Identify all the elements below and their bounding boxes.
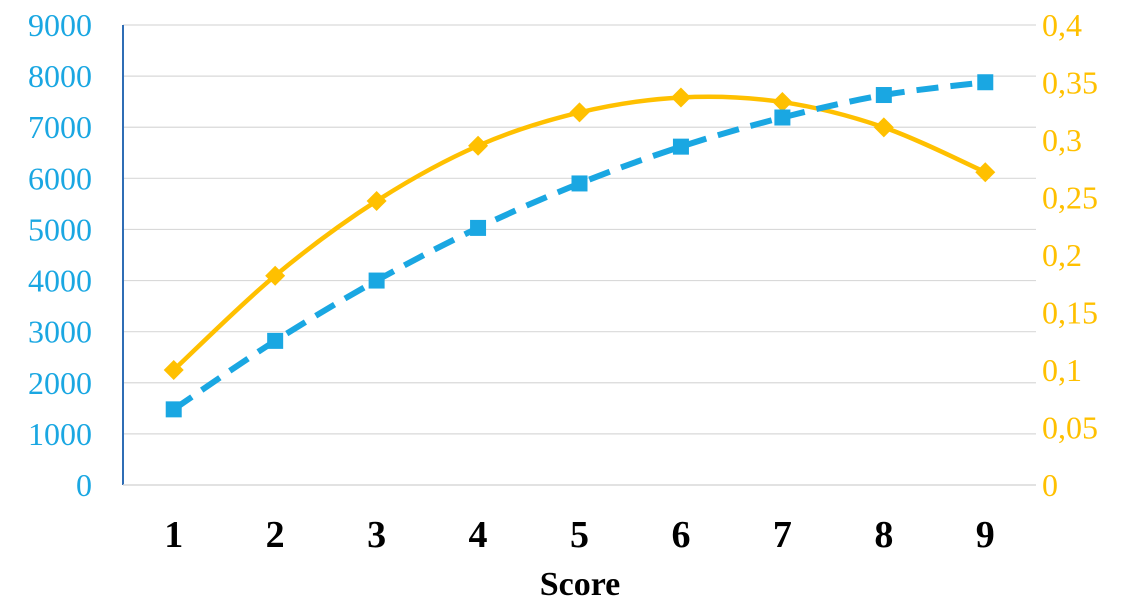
right-tick-label: 0,1: [1042, 352, 1082, 388]
left-tick-label: 3000: [28, 314, 92, 350]
data-point-diamond: [873, 117, 894, 138]
right-tick-label: 0,25: [1042, 180, 1098, 216]
x-tick-label: 6: [671, 514, 690, 556]
data-point-diamond: [366, 190, 387, 211]
left-tick-label: 6000: [28, 160, 92, 196]
right-tick-label: 0,3: [1042, 122, 1082, 158]
data-point-diamond: [265, 265, 286, 286]
x-tick-label: 3: [367, 514, 386, 556]
data-point-diamond: [569, 102, 590, 123]
series-layer: [163, 74, 996, 418]
data-point-square: [267, 332, 284, 349]
x-tick-label: 1: [164, 514, 183, 556]
left-tick-label: 2000: [28, 365, 92, 401]
x-tick-label: 8: [874, 514, 893, 556]
right-tick-label: 0,2: [1042, 237, 1082, 273]
data-point-diamond: [772, 92, 793, 113]
data-point-square: [977, 74, 994, 91]
data-point-square: [571, 175, 588, 192]
x-tick-label: 2: [266, 514, 285, 556]
left-tick-label: 4000: [28, 263, 92, 299]
right-tick-label: 0: [1042, 467, 1058, 503]
left-tick-label: 7000: [28, 109, 92, 145]
left-tick-label: 5000: [28, 211, 92, 247]
x-tick-label: 9: [976, 514, 995, 556]
x-axis-ticks: 1 2 3 4 5 6 7 8 9: [164, 514, 995, 556]
right-tick-label: 0,15: [1042, 295, 1098, 331]
left-axis-ticks: 0 1000 2000 3000 4000 5000 6000 7000 8000 9000: [28, 7, 92, 503]
data-point-square: [774, 109, 791, 126]
data-point-diamond: [670, 87, 691, 108]
series-line-left: [172, 79, 986, 412]
data-point-square: [875, 87, 892, 104]
right-tick-label: 0,35: [1042, 65, 1098, 101]
x-tick-label: 5: [570, 514, 589, 556]
left-tick-label: 8000: [28, 58, 92, 94]
data-point-square: [165, 401, 182, 418]
right-axis-ticks: 0 0,05 0,1 0,15 0,2 0,25 0,3 0,35 0,4: [1042, 7, 1098, 503]
data-point-square: [672, 138, 689, 155]
data-point-square: [470, 219, 487, 236]
left-tick-label: 9000: [28, 7, 92, 43]
x-tick-label: 4: [469, 514, 488, 556]
left-tick-label: 0: [76, 467, 92, 503]
data-point-square: [368, 272, 385, 289]
right-tick-label: 0,4: [1042, 7, 1082, 43]
x-axis-label: Score: [540, 566, 621, 603]
right-tick-label: 0,05: [1042, 410, 1098, 446]
left-tick-label: 1000: [28, 416, 92, 452]
x-tick-label: 7: [773, 514, 792, 556]
data-point-diamond: [975, 162, 996, 183]
data-point-diamond: [163, 360, 184, 380]
gridlines: [123, 24, 1036, 435]
data-point-diamond: [468, 135, 489, 156]
